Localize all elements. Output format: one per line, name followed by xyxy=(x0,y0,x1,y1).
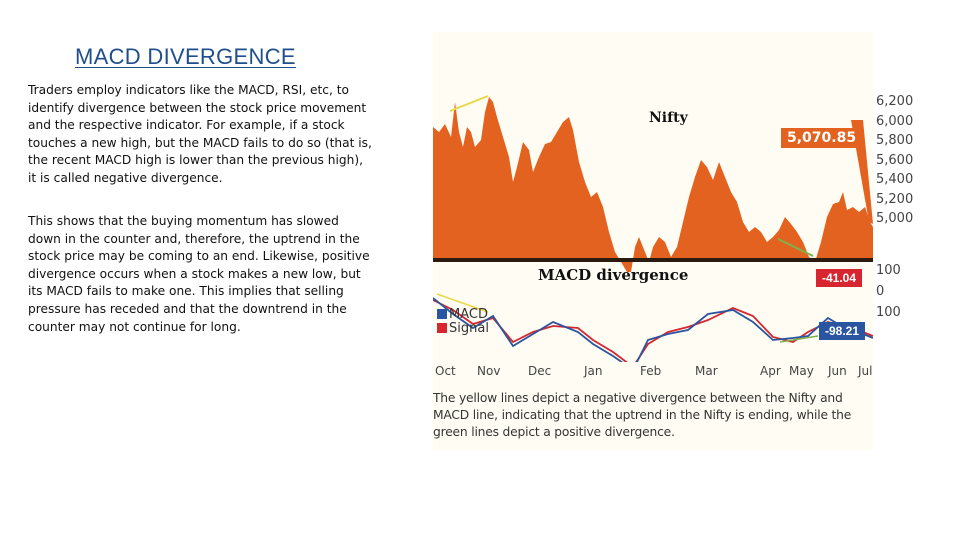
macd-chart-figure: Nifty 5,070.85 6,200 6,000 5,800 5,600 5… xyxy=(433,32,913,450)
nifty-area xyxy=(433,97,873,272)
y-tick: 0 xyxy=(876,284,885,299)
slide-title: MACD DIVERGENCE xyxy=(75,44,296,69)
figure-caption: The yellow lines depict a negative diver… xyxy=(433,391,852,439)
macd-swatch-icon xyxy=(437,309,447,319)
y-tick: 6,200 xyxy=(876,94,914,109)
y-tick: 5,600 xyxy=(876,152,914,168)
y-tick: 5,800 xyxy=(876,133,914,148)
x-tick: Jun xyxy=(828,364,847,378)
y-tick: 100 xyxy=(876,305,901,320)
nifty-last-value-badge: 5,070.85 xyxy=(781,128,863,148)
y-tick: 6,000 xyxy=(876,113,914,129)
signal-last-value-badge: -98.21 xyxy=(819,322,866,340)
x-tick: Apr xyxy=(760,364,781,378)
x-tick: Oct xyxy=(435,364,456,378)
negative-divergence-line-macd xyxy=(436,293,489,313)
macd-last-value-badge: -41.04 xyxy=(816,269,863,287)
panel-separator xyxy=(433,258,873,262)
x-axis-months: Oct Nov Dec Jan Feb Mar Apr May Jun Jul xyxy=(433,364,873,380)
legend: MACD Signal xyxy=(437,308,489,336)
signal-swatch-icon xyxy=(437,323,447,333)
positive-divergence-line-price xyxy=(777,238,814,257)
x-tick: Dec xyxy=(528,364,552,378)
nifty-label: Nifty xyxy=(649,110,688,126)
paragraph-negative-divergence: Traders employ indicators like the MACD,… xyxy=(28,83,372,185)
x-tick: Nov xyxy=(477,364,501,378)
x-tick: May xyxy=(789,364,814,378)
x-tick: Feb xyxy=(640,364,662,378)
x-tick: Mar xyxy=(695,364,718,378)
negative-divergence-line-price xyxy=(449,95,489,112)
signal-line xyxy=(433,299,873,362)
paragraph-positive-divergence: This shows that the buying momentum has … xyxy=(28,214,370,334)
positive-divergence-line-macd xyxy=(779,335,819,343)
y-tick: 5,400 xyxy=(876,172,914,187)
legend-item-macd: MACD xyxy=(437,308,489,322)
x-tick: Jan xyxy=(584,364,603,378)
y-tick: 100 xyxy=(876,263,901,278)
nifty-y-axis: 6,200 6,000 5,800 5,600 5,400 5,200 5,00… xyxy=(876,92,913,229)
macd-line xyxy=(433,297,873,362)
macd-panel-title: MACD divergence xyxy=(538,266,689,284)
legend-item-signal: Signal xyxy=(437,322,489,336)
y-tick: 5,000 xyxy=(876,211,914,226)
x-tick: Jul xyxy=(858,364,873,378)
chart-graphics xyxy=(433,95,873,362)
y-tick: 5,200 xyxy=(876,191,914,207)
macd-y-axis: 100 0 100 xyxy=(876,260,901,323)
